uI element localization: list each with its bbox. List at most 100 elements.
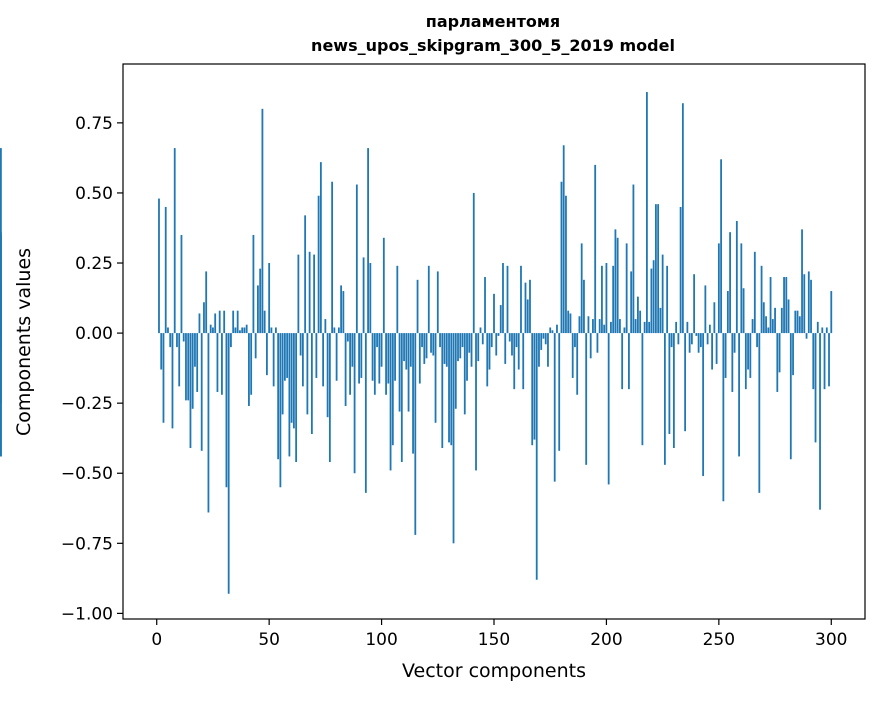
bar <box>603 324 606 334</box>
bar <box>661 254 664 334</box>
bar <box>551 330 554 334</box>
bar <box>355 184 358 334</box>
bar <box>270 327 273 334</box>
bar <box>666 265 669 334</box>
bar <box>621 333 624 390</box>
bar <box>479 327 482 334</box>
bar <box>722 333 725 502</box>
chart-title-line-2: news_upos_skipgram_300_5_2019 model <box>311 36 675 55</box>
bar <box>319 162 322 334</box>
bar <box>814 333 817 443</box>
x-tick-label: 0 <box>151 630 162 650</box>
bar <box>252 234 255 334</box>
bar <box>436 271 439 334</box>
bar <box>324 319 327 334</box>
x-tick-label: 50 <box>258 630 280 650</box>
bar <box>241 327 244 334</box>
bar <box>571 333 574 378</box>
bar <box>164 206 167 334</box>
bar <box>810 279 812 334</box>
bar <box>461 333 464 348</box>
bar <box>632 184 635 334</box>
bar <box>279 333 282 488</box>
x-tick-label: 150 <box>478 630 510 650</box>
bar <box>364 333 367 493</box>
bar <box>612 265 615 334</box>
bar <box>187 333 190 401</box>
bar <box>634 319 637 334</box>
bar <box>418 333 421 384</box>
bar <box>263 310 266 334</box>
bar <box>313 254 316 334</box>
bar <box>463 333 466 415</box>
bar <box>191 333 194 409</box>
bar <box>443 333 446 364</box>
bar <box>259 268 262 334</box>
bar <box>499 305 502 334</box>
y-tick-label: 0.75 <box>75 114 113 134</box>
bar <box>248 333 250 406</box>
bar <box>162 333 165 423</box>
bar <box>457 333 459 362</box>
bar <box>567 310 570 334</box>
bar <box>369 263 372 334</box>
x-tick-label: 250 <box>703 630 735 650</box>
bar <box>805 333 808 339</box>
bar <box>493 293 495 334</box>
bar <box>367 148 369 334</box>
bar <box>472 192 475 334</box>
bar <box>281 333 284 415</box>
bar <box>481 333 484 345</box>
bar <box>816 321 819 334</box>
bar <box>753 251 756 334</box>
bar <box>517 333 520 370</box>
bar <box>619 319 621 334</box>
bar <box>198 313 201 334</box>
y-tick-label: 0.50 <box>75 184 113 204</box>
bar <box>702 333 705 477</box>
bar <box>686 321 689 334</box>
bar <box>266 333 268 376</box>
bar <box>641 333 644 446</box>
bar <box>488 333 491 370</box>
bar <box>578 316 581 334</box>
bar <box>221 333 223 395</box>
bar <box>230 333 232 348</box>
bar <box>331 181 334 334</box>
bar <box>508 333 511 342</box>
bar <box>679 206 682 334</box>
bar <box>771 319 774 334</box>
bar <box>762 302 765 334</box>
bar <box>0 232 2 334</box>
bar <box>738 333 740 457</box>
bar <box>668 333 671 434</box>
bar <box>522 333 525 390</box>
bar <box>227 333 230 594</box>
bar <box>677 333 680 345</box>
bar <box>623 327 626 334</box>
bar <box>398 333 401 412</box>
bar <box>232 310 235 334</box>
bar <box>780 307 783 334</box>
bar <box>439 333 441 348</box>
bar <box>427 265 430 334</box>
bar <box>801 229 803 334</box>
bar <box>544 333 547 345</box>
bar <box>650 268 653 334</box>
bar <box>358 333 360 384</box>
bar <box>711 333 713 370</box>
bar <box>670 333 673 348</box>
bar <box>268 263 271 334</box>
bar <box>452 333 455 544</box>
bar <box>407 333 410 412</box>
bar <box>594 164 597 334</box>
bar <box>466 333 468 381</box>
bar <box>798 316 801 334</box>
bar <box>756 333 758 348</box>
bar <box>569 313 572 334</box>
bar <box>803 274 806 334</box>
bar <box>511 333 513 356</box>
bar <box>681 103 684 334</box>
bar <box>538 333 540 367</box>
